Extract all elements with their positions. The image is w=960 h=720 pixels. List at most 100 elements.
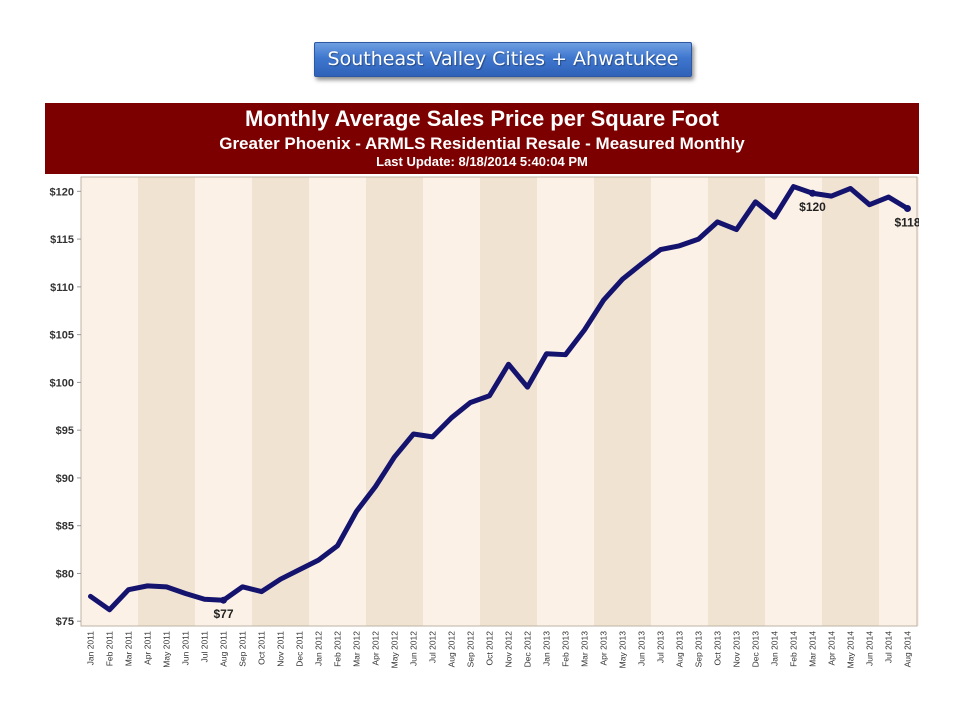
chart-title-band: Monthly Average Sales Price per Square F… (45, 103, 919, 174)
x-tick-label: Mar 2012 (352, 631, 362, 667)
quarter-band (138, 177, 195, 626)
data-label: $120 (799, 200, 826, 214)
x-tick-label: Jun 2012 (409, 631, 419, 666)
y-tick-label: $75 (56, 616, 74, 628)
data-point (278, 577, 283, 582)
annotation-marker (220, 596, 227, 604)
data-point (886, 195, 891, 200)
data-label: $118 (894, 216, 919, 230)
quarter-band (195, 177, 252, 626)
x-tick-label: Jul 2014 (884, 631, 894, 663)
data-point (525, 385, 530, 390)
data-point (696, 237, 701, 242)
x-tick-label: Aug 2014 (903, 631, 913, 668)
x-tick-label: Jan 2014 (770, 631, 780, 666)
data-point (335, 543, 340, 548)
data-point (772, 215, 777, 220)
chart-title: Monthly Average Sales Price per Square F… (245, 106, 719, 131)
quarter-band (594, 177, 651, 626)
x-tick-label: Sep 2012 (466, 631, 476, 668)
data-point (88, 594, 93, 599)
x-tick-label: Nov 2011 (276, 631, 286, 667)
quarter-band (822, 177, 879, 626)
data-point (411, 431, 416, 436)
data-point (639, 261, 644, 266)
data-point (468, 400, 473, 405)
x-tick-label: Apr 2014 (827, 631, 837, 666)
x-tick-label: Oct 2013 (713, 631, 723, 666)
x-tick-label: Apr 2011 (143, 631, 153, 665)
y-tick-label: $110 (50, 282, 74, 294)
x-tick-label: Apr 2013 (599, 631, 609, 666)
quarter-band (480, 177, 537, 626)
data-point (829, 194, 834, 199)
x-tick-label: Feb 2011 (105, 631, 115, 667)
quarter-band (765, 177, 822, 626)
data-point (430, 434, 435, 439)
x-tick-label: Sep 2013 (694, 631, 704, 668)
x-tick-label: May 2014 (846, 631, 856, 669)
quarter-band (879, 177, 919, 626)
x-tick-label: Feb 2012 (333, 631, 343, 667)
x-tick-label: May 2011 (162, 631, 172, 668)
x-tick-label: Jan 2012 (314, 631, 324, 666)
chart-subtitle: Greater Phoenix - ARMLS Residential Resa… (219, 134, 745, 153)
x-tick-label: Mar 2011 (124, 631, 134, 667)
x-tick-label: Dec 2013 (751, 631, 761, 668)
data-point (202, 597, 207, 602)
data-point (620, 277, 625, 282)
data-point (449, 415, 454, 420)
data-point (582, 327, 587, 332)
data-point (183, 591, 188, 596)
x-tick-label: Dec 2012 (523, 631, 533, 668)
y-tick-label: $80 (56, 568, 74, 580)
x-tick-label: Nov 2013 (732, 631, 742, 668)
x-tick-label: Oct 2011 (257, 631, 267, 665)
x-tick-label: Jun 2011 (181, 631, 191, 666)
y-tick-label: $85 (56, 521, 74, 533)
data-point (354, 509, 359, 514)
chart-panel: Monthly Average Sales Price per Square F… (45, 103, 919, 673)
quarter-band (537, 177, 594, 626)
x-tick-label: May 2012 (390, 631, 400, 669)
quarter-band (366, 177, 423, 626)
data-point (658, 247, 663, 252)
data-point (316, 558, 321, 563)
x-tick-label: Aug 2013 (675, 631, 685, 668)
data-point (506, 362, 511, 367)
quarter-band (252, 177, 309, 626)
x-tick-label: Jun 2013 (637, 631, 647, 666)
data-point (544, 351, 549, 356)
quarter-band (81, 177, 138, 626)
x-tick-label: Jun 2014 (865, 631, 875, 666)
y-tick-label: $95 (56, 425, 74, 437)
y-tick-label: $115 (50, 234, 74, 246)
data-point (145, 583, 150, 588)
data-point (373, 484, 378, 489)
x-tick-label: Dec 2011 (295, 631, 305, 667)
data-point (734, 227, 739, 232)
data-point (715, 219, 720, 224)
x-tick-label: Mar 2014 (808, 631, 818, 667)
data-point (867, 202, 872, 207)
data-point (107, 607, 112, 612)
y-tick-label: $100 (50, 377, 74, 389)
x-tick-label: Jul 2013 (656, 631, 666, 663)
data-point (601, 298, 606, 303)
y-tick-label: $90 (56, 473, 74, 485)
data-point (563, 352, 568, 357)
data-point (487, 393, 492, 398)
x-tick-label: Jul 2012 (428, 631, 438, 663)
data-point (677, 243, 682, 248)
data-point (126, 587, 131, 592)
plot-border (80, 176, 918, 627)
region-title-button[interactable]: Southeast Valley Cities + Ahwatukee (314, 42, 692, 77)
data-label: $77 (213, 607, 233, 621)
annotation-marker (809, 189, 816, 197)
x-tick-label: Nov 2012 (504, 631, 514, 668)
x-tick-label: Feb 2013 (561, 631, 571, 667)
quarter-band (708, 177, 765, 626)
x-tick-label: Oct 2012 (485, 631, 495, 666)
x-tick-label: Mar 2013 (580, 631, 590, 667)
x-tick-label: May 2013 (618, 631, 628, 669)
